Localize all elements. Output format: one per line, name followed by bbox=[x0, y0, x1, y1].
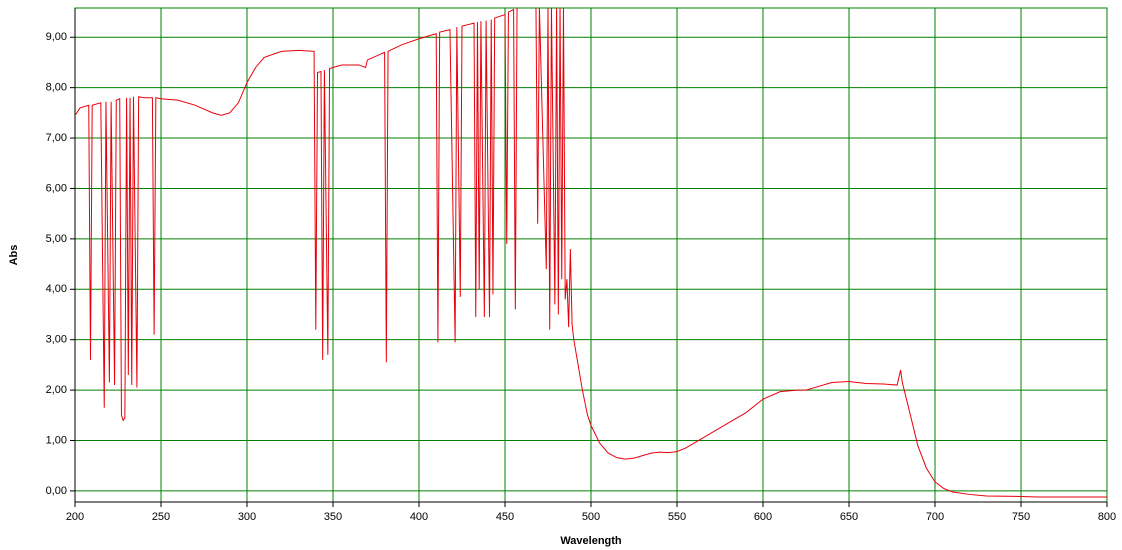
y-tick-label: 5,00 bbox=[46, 233, 67, 245]
y-tick-label: 9,00 bbox=[46, 31, 67, 43]
x-tick-label: 700 bbox=[926, 511, 944, 523]
spectrum-line bbox=[75, 8, 1107, 498]
y-tick-label: 3,00 bbox=[46, 334, 67, 346]
y-tick-label: 1,00 bbox=[46, 434, 67, 446]
x-tick-label: 550 bbox=[668, 511, 686, 523]
y-axis-title: Abs bbox=[8, 245, 20, 266]
x-tick-label: 250 bbox=[152, 511, 170, 523]
x-tick-label: 200 bbox=[66, 511, 84, 523]
x-axis-title: Wavelength bbox=[560, 535, 622, 547]
y-tick-label: 8,00 bbox=[46, 82, 67, 94]
x-tick-label: 500 bbox=[582, 511, 600, 523]
x-tick-label: 650 bbox=[840, 511, 858, 523]
x-tick-label: 450 bbox=[496, 511, 514, 523]
y-tick-label: 7,00 bbox=[46, 132, 67, 144]
x-tick-label: 400 bbox=[410, 511, 428, 523]
y-tick-label: 0,00 bbox=[46, 485, 67, 497]
x-tick-label: 350 bbox=[324, 511, 342, 523]
x-tick-label: 800 bbox=[1098, 511, 1116, 523]
y-tick-label: 4,00 bbox=[46, 283, 67, 295]
y-tick-label: 6,00 bbox=[46, 182, 67, 194]
x-tick-label: 300 bbox=[238, 511, 256, 523]
x-tick-label: 600 bbox=[754, 511, 772, 523]
x-tick-label: 750 bbox=[1012, 511, 1030, 523]
y-tick-label: 2,00 bbox=[46, 384, 67, 396]
